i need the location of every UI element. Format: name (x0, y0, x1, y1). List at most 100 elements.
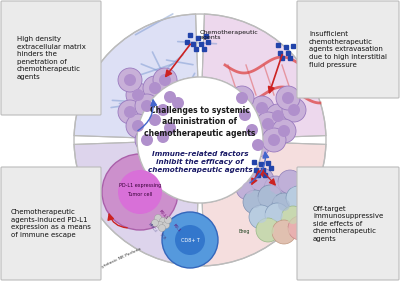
Circle shape (294, 222, 306, 234)
FancyBboxPatch shape (1, 167, 101, 280)
Circle shape (159, 74, 171, 86)
Circle shape (262, 118, 274, 130)
Circle shape (126, 83, 150, 107)
Circle shape (250, 96, 274, 120)
Circle shape (242, 182, 254, 194)
Circle shape (118, 68, 142, 92)
Circle shape (250, 168, 274, 192)
Circle shape (268, 134, 280, 146)
Circle shape (233, 103, 257, 127)
Text: DCs: DCs (302, 178, 312, 182)
Circle shape (282, 98, 306, 122)
Circle shape (158, 116, 182, 140)
Circle shape (284, 176, 296, 188)
Wedge shape (74, 14, 198, 138)
Circle shape (287, 212, 299, 224)
Circle shape (143, 108, 167, 132)
Circle shape (151, 98, 175, 122)
Circle shape (143, 76, 167, 100)
Circle shape (151, 125, 175, 149)
FancyBboxPatch shape (297, 1, 399, 98)
Circle shape (271, 209, 283, 221)
Circle shape (141, 100, 153, 112)
Circle shape (249, 196, 261, 208)
Circle shape (230, 86, 254, 110)
Circle shape (246, 133, 270, 157)
Circle shape (175, 225, 205, 255)
Circle shape (272, 193, 296, 217)
Circle shape (288, 104, 300, 116)
Circle shape (276, 86, 300, 110)
Text: Challenges to systemic
administration of
chemotherapeutic agents: Challenges to systemic administration of… (144, 106, 256, 138)
Circle shape (292, 192, 304, 204)
Circle shape (278, 226, 290, 238)
FancyBboxPatch shape (297, 167, 399, 280)
Circle shape (288, 216, 312, 240)
Circle shape (141, 134, 153, 146)
Text: Insufficient
chemotherapeutic
agents extravasation
due to high interstitial
flui: Insufficient chemotherapeutic agents ext… (309, 31, 387, 67)
Circle shape (118, 170, 162, 214)
Circle shape (156, 221, 164, 228)
Text: MHC-I: MHC-I (147, 222, 157, 234)
Text: High density
extracellular matrix
hinders the
penetration of
chemotherapeutic
ag: High density extracellular matrix hinder… (16, 36, 86, 80)
Circle shape (246, 124, 258, 136)
Circle shape (132, 89, 144, 101)
Text: Off-target
immunosuppressive
side effects of
chemotherapeutic
agents: Off-target immunosuppressive side effect… (313, 205, 383, 241)
Circle shape (256, 174, 268, 186)
Circle shape (158, 85, 182, 109)
Circle shape (256, 102, 268, 114)
Circle shape (286, 186, 310, 210)
Text: Tumor cell: Tumor cell (127, 192, 153, 198)
Circle shape (270, 182, 282, 194)
Circle shape (162, 212, 218, 268)
Circle shape (160, 217, 166, 225)
Circle shape (149, 82, 161, 94)
FancyBboxPatch shape (1, 1, 101, 115)
Circle shape (264, 176, 288, 200)
Text: Treg: Treg (308, 196, 318, 201)
Circle shape (132, 120, 144, 132)
Text: PD-1: PD-1 (171, 223, 181, 233)
Circle shape (124, 106, 136, 118)
Text: PD-L1 expressing: PD-L1 expressing (119, 182, 161, 187)
Circle shape (278, 170, 302, 194)
Circle shape (124, 74, 136, 86)
Circle shape (154, 214, 162, 221)
Text: Immune-related factors
inhibit the efficacy of
chemotherapeutic agents: Immune-related factors inhibit the effic… (148, 151, 252, 173)
Circle shape (266, 104, 290, 128)
Circle shape (164, 91, 176, 103)
Text: TCR: TCR (158, 232, 166, 240)
Circle shape (149, 114, 161, 126)
Circle shape (252, 139, 264, 151)
Circle shape (164, 122, 176, 134)
Circle shape (262, 224, 274, 236)
Circle shape (236, 176, 260, 200)
Circle shape (278, 125, 290, 137)
Circle shape (278, 199, 290, 211)
Circle shape (272, 119, 296, 143)
Circle shape (239, 109, 251, 121)
Circle shape (256, 112, 280, 136)
Circle shape (158, 225, 166, 232)
Circle shape (264, 191, 276, 203)
Circle shape (281, 206, 305, 230)
Circle shape (157, 104, 169, 116)
Circle shape (126, 114, 150, 138)
Circle shape (272, 220, 296, 244)
Circle shape (137, 77, 263, 203)
Text: Breg: Breg (238, 230, 250, 235)
Circle shape (258, 185, 282, 209)
Circle shape (256, 218, 280, 242)
Circle shape (157, 131, 169, 143)
Circle shape (240, 118, 264, 142)
Circle shape (135, 94, 159, 118)
Wedge shape (202, 14, 326, 138)
Circle shape (172, 97, 184, 109)
Circle shape (164, 216, 172, 223)
Circle shape (135, 128, 159, 152)
Circle shape (255, 211, 267, 223)
Circle shape (162, 221, 170, 228)
Circle shape (243, 190, 267, 214)
Text: Chemotherapeutic
agents: Chemotherapeutic agents (200, 30, 259, 40)
Wedge shape (202, 142, 326, 266)
